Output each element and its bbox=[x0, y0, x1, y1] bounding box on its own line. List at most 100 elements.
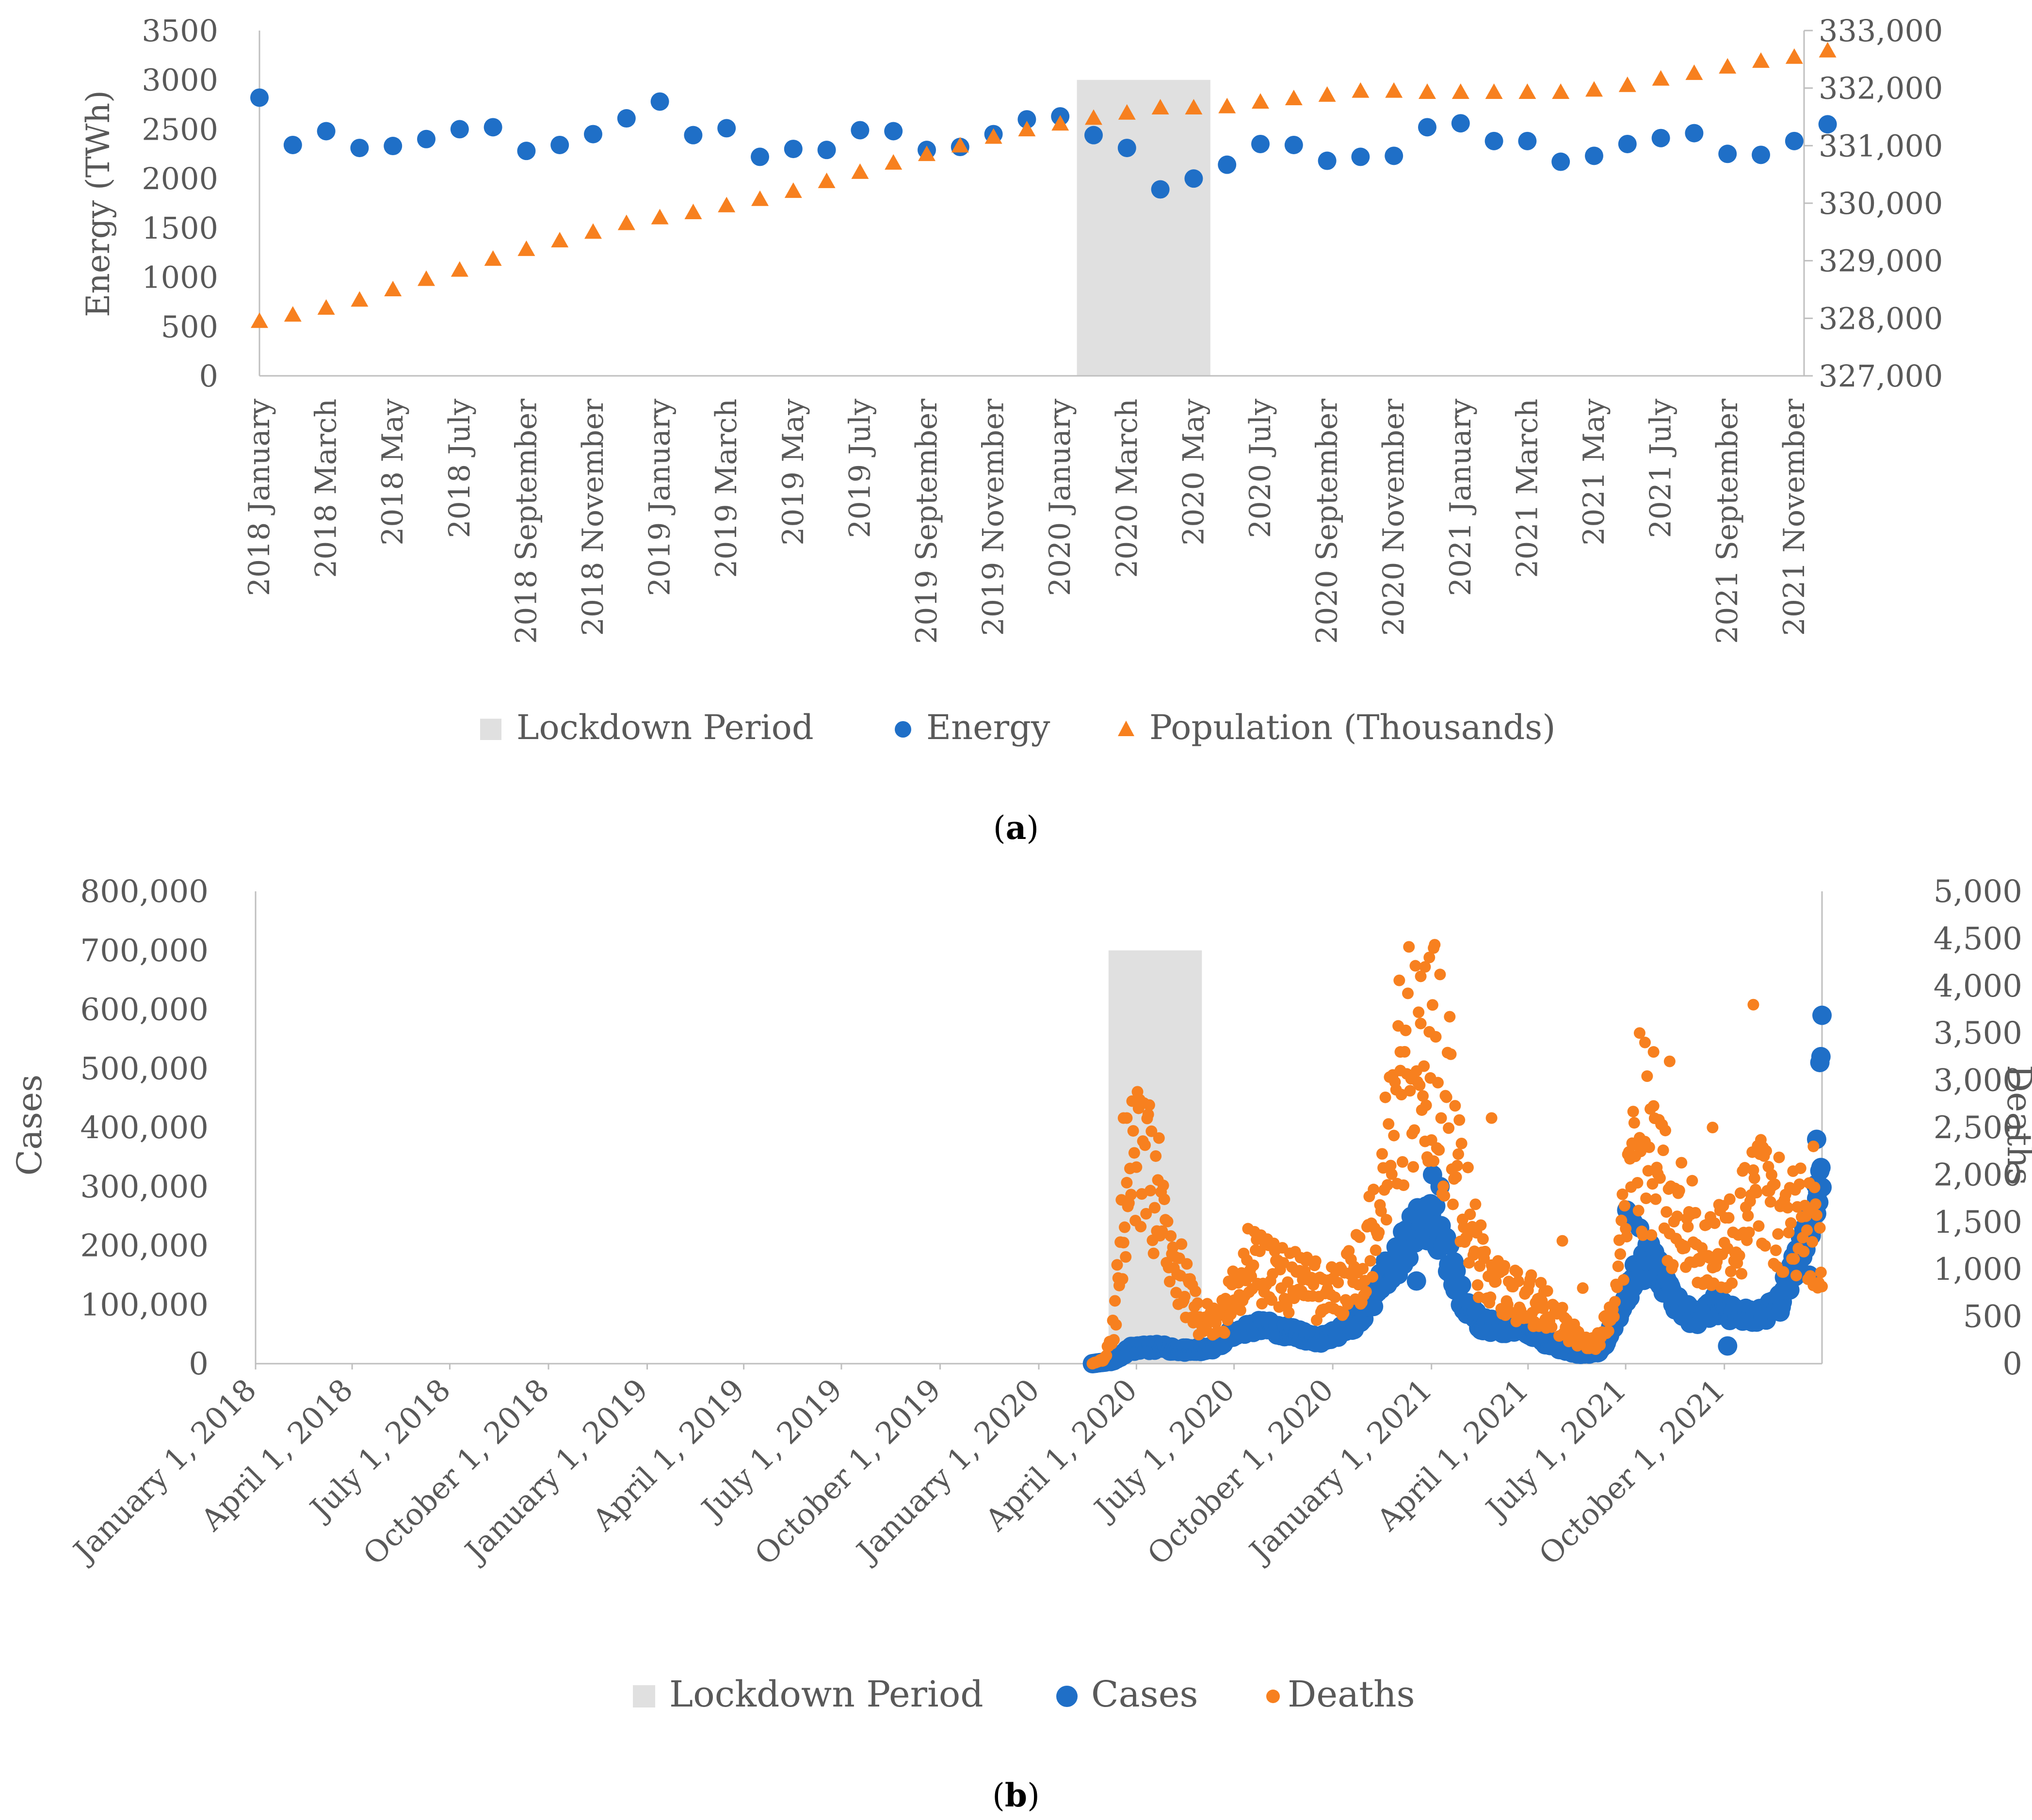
population-point bbox=[818, 172, 836, 188]
energy-point bbox=[1351, 147, 1370, 166]
y2-tick-label: 1,000 bbox=[1934, 1252, 2022, 1288]
deaths-point bbox=[1283, 1306, 1295, 1319]
deaths-point bbox=[1647, 1100, 1660, 1112]
x-tick-label: 2019 May bbox=[776, 399, 810, 546]
population-point bbox=[1085, 109, 1102, 125]
x-tick-label: 2020 May bbox=[1177, 399, 1210, 546]
population-point bbox=[1352, 82, 1370, 98]
energy-point bbox=[1551, 152, 1570, 171]
deaths-point bbox=[1814, 1222, 1826, 1234]
deaths-point bbox=[1678, 1242, 1691, 1254]
deaths-point bbox=[1753, 1220, 1765, 1232]
deaths-point bbox=[1118, 1221, 1130, 1233]
deaths-point bbox=[1689, 1207, 1701, 1219]
deaths-point bbox=[1178, 1290, 1191, 1303]
deaths-point bbox=[1143, 1099, 1155, 1111]
deaths-point bbox=[1423, 951, 1435, 964]
population-point bbox=[751, 190, 769, 206]
deaths-point bbox=[1120, 1251, 1132, 1263]
deaths-point bbox=[1733, 1250, 1745, 1262]
deaths-point bbox=[1375, 1205, 1387, 1217]
y-tick-label: 1000 bbox=[142, 260, 218, 295]
deaths-point bbox=[1541, 1285, 1553, 1297]
legend-population-marker bbox=[1118, 721, 1134, 736]
deaths-point bbox=[1153, 1132, 1165, 1144]
deaths-point bbox=[1309, 1255, 1322, 1267]
energy-point bbox=[1385, 146, 1403, 165]
deaths-point bbox=[1617, 1274, 1629, 1286]
energy-point bbox=[283, 135, 302, 154]
deaths-point bbox=[1743, 1226, 1755, 1239]
energy-point bbox=[550, 135, 569, 154]
population-point bbox=[617, 214, 635, 230]
deaths-point bbox=[1407, 1161, 1419, 1173]
population-point bbox=[517, 240, 535, 256]
deaths-point bbox=[1161, 1215, 1174, 1227]
x-tick-label: January 1, 2019 bbox=[456, 1372, 655, 1570]
deaths-point bbox=[1376, 1148, 1388, 1160]
deaths-point bbox=[1725, 1265, 1737, 1277]
cases-point bbox=[1812, 1005, 1832, 1025]
y-axis-title: Energy (TWh) bbox=[80, 90, 117, 317]
deaths-point bbox=[1449, 1100, 1461, 1112]
deaths-point bbox=[1400, 1024, 1412, 1036]
population-point bbox=[718, 196, 736, 212]
population-point bbox=[1552, 83, 1570, 99]
population-point bbox=[384, 281, 402, 296]
deaths-point bbox=[1329, 1291, 1341, 1304]
population-point bbox=[1151, 99, 1169, 115]
x-tick-label: 2019 March bbox=[710, 399, 743, 578]
deaths-point bbox=[1707, 1122, 1719, 1133]
y-tick-label: 2000 bbox=[142, 161, 218, 196]
deaths-point bbox=[1525, 1269, 1537, 1281]
deaths-point bbox=[1432, 1077, 1444, 1089]
deaths-point bbox=[1462, 1161, 1474, 1174]
deaths-point bbox=[1413, 1006, 1425, 1018]
y-tick-label: 400,000 bbox=[80, 1110, 209, 1146]
deaths-point bbox=[1190, 1285, 1201, 1297]
y2-tick-label: 329,000 bbox=[1819, 243, 1943, 279]
deaths-point bbox=[1809, 1198, 1822, 1210]
deaths-point bbox=[1627, 1106, 1639, 1118]
y-tick-label: 0 bbox=[199, 358, 218, 394]
legend-population-label: Population (Thousands) bbox=[1149, 708, 1556, 747]
deaths-point bbox=[1415, 1017, 1427, 1030]
deaths-point bbox=[1484, 1291, 1497, 1304]
x-tick-label: 2021 November bbox=[1777, 399, 1811, 636]
population-point bbox=[784, 182, 802, 198]
population-point bbox=[1685, 64, 1703, 80]
population-point bbox=[484, 250, 502, 266]
energy-point bbox=[1284, 135, 1303, 154]
energy-point bbox=[1585, 146, 1603, 165]
legend-cases-marker bbox=[1056, 1686, 1078, 1707]
energy-point bbox=[1685, 124, 1704, 143]
deaths-point bbox=[1477, 1233, 1489, 1245]
y-tick-label: 500,000 bbox=[80, 1051, 209, 1087]
deaths-point bbox=[1556, 1235, 1568, 1247]
deaths-point bbox=[1443, 1122, 1455, 1134]
x-tick-label: 2018 January bbox=[242, 399, 276, 596]
deaths-point bbox=[1661, 1206, 1673, 1218]
y-tick-label: 100,000 bbox=[80, 1287, 209, 1323]
population-point bbox=[1618, 76, 1636, 92]
energy-point bbox=[317, 122, 336, 141]
deaths-point bbox=[1640, 1192, 1652, 1205]
deaths-point bbox=[1373, 1226, 1385, 1239]
deaths-point bbox=[1428, 1155, 1440, 1167]
deaths-point bbox=[1777, 1266, 1790, 1278]
population-point bbox=[1218, 97, 1236, 113]
deaths-point bbox=[1475, 1219, 1487, 1231]
deaths-point bbox=[1163, 1275, 1176, 1288]
deaths-point bbox=[1734, 1187, 1746, 1199]
legend-deaths-marker bbox=[1266, 1690, 1280, 1703]
deaths-point bbox=[1512, 1275, 1524, 1288]
deaths-point bbox=[1247, 1259, 1259, 1272]
deaths-point bbox=[1686, 1175, 1698, 1187]
y2-tick-label: 500 bbox=[1963, 1299, 2022, 1335]
x-tick-label: 2021 July bbox=[1644, 399, 1678, 538]
x-tick-label: October 1, 2021 bbox=[1532, 1372, 1732, 1572]
energy-point bbox=[350, 139, 369, 158]
y2-axis-title: Deaths bbox=[2000, 1065, 2032, 1185]
y-tick-label: 0 bbox=[189, 1346, 209, 1382]
